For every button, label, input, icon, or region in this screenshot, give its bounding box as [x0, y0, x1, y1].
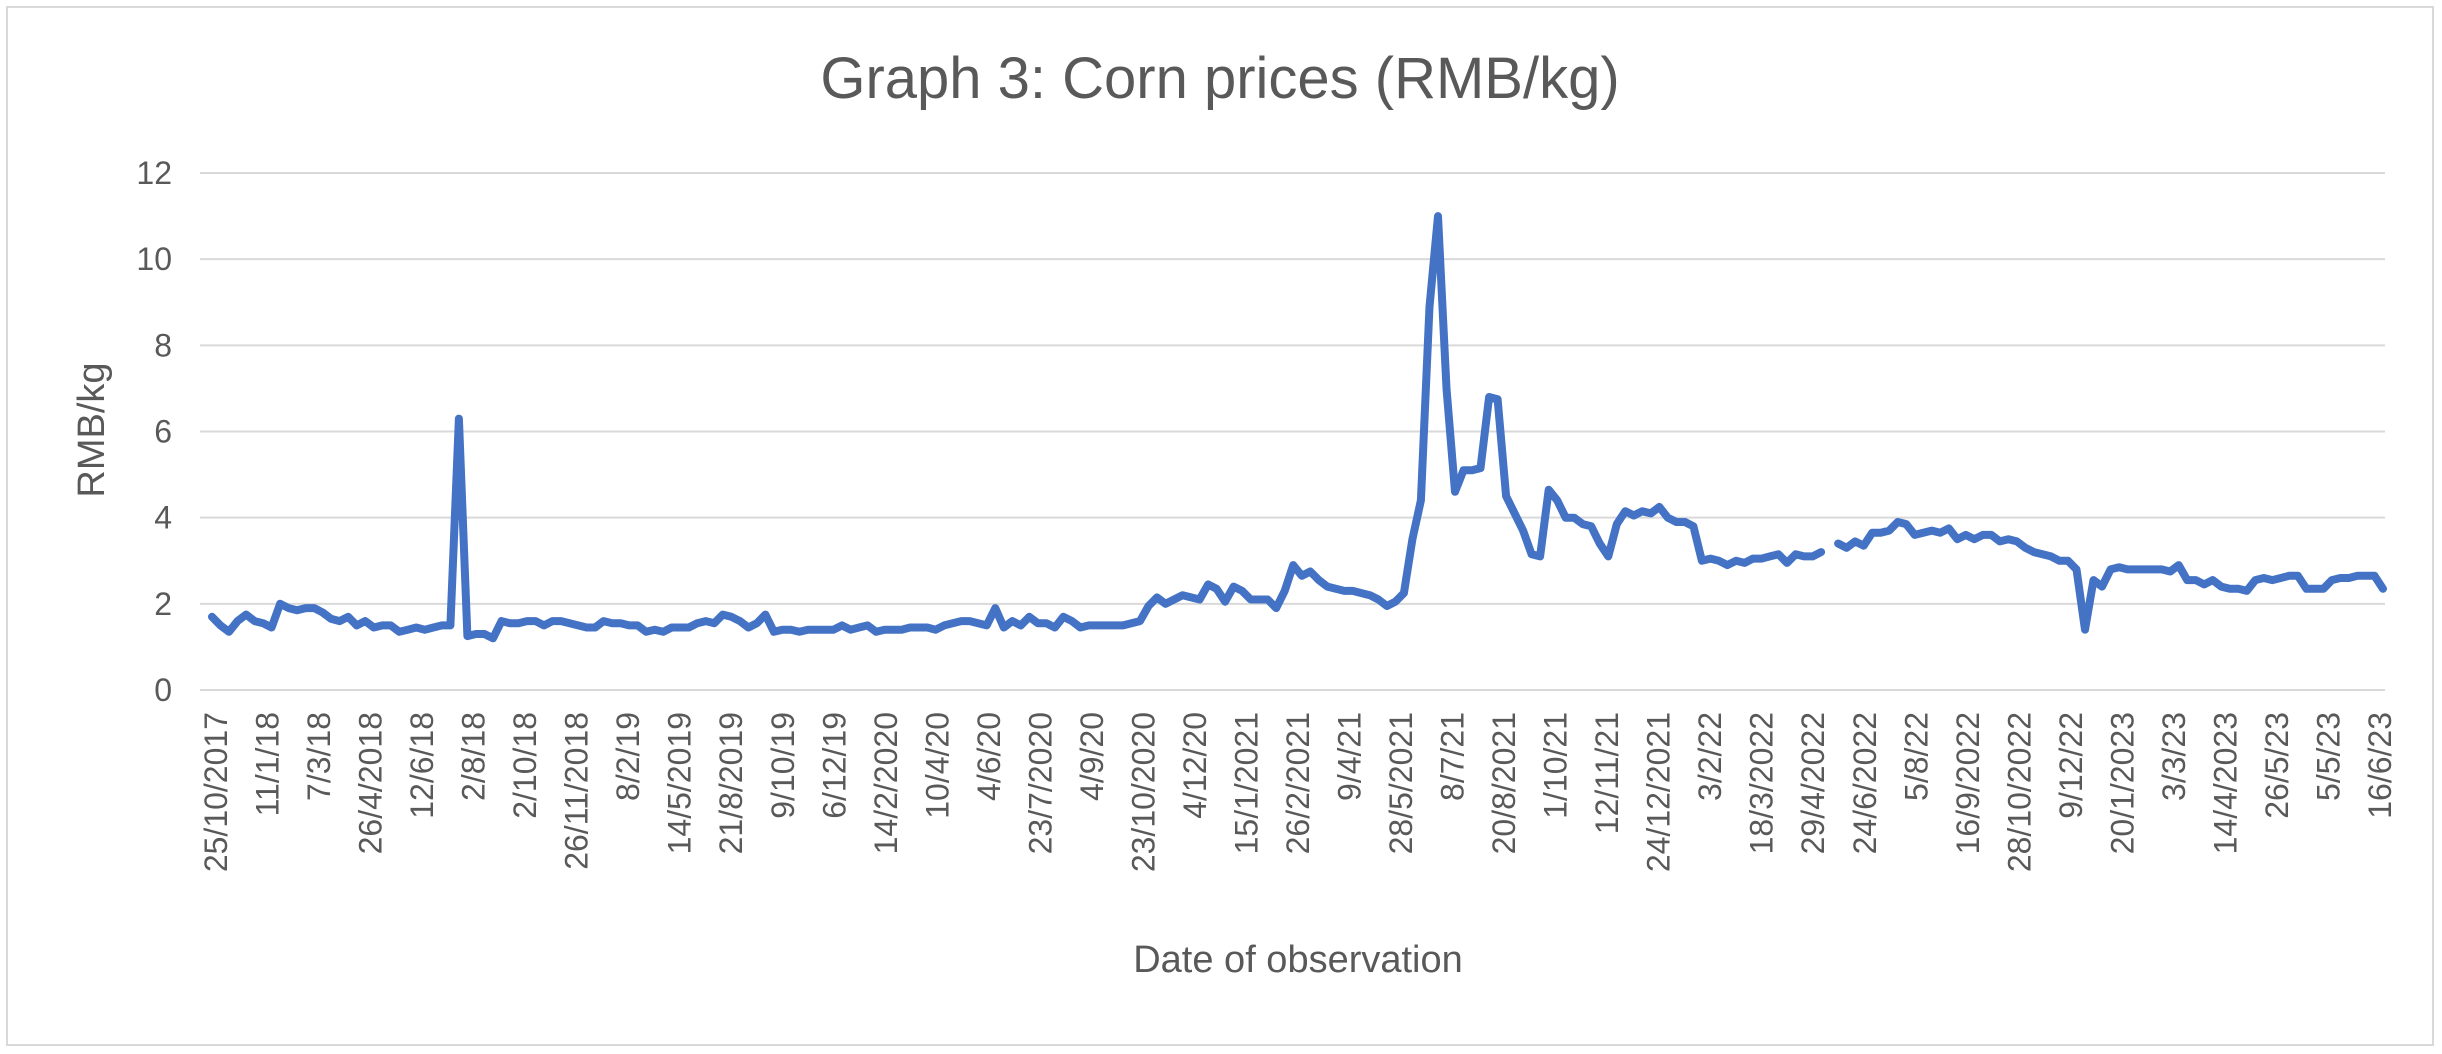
x-tick-label: 20/8/2021 [1486, 712, 1522, 854]
x-axis-ticks: 25/10/2017 11/1/18 7/3/18 26/4/2018 12/6/18 2… [198, 712, 2398, 872]
x-tick-label: 25/10/2017 [198, 712, 234, 872]
gridlines [200, 172, 2385, 691]
x-tick-label: 23/10/2020 [1125, 712, 1161, 872]
y-axis-ticks: 0 2 4 6 8 10 12 [136, 155, 172, 708]
x-tick-label: 3/2/22 [1692, 712, 1728, 801]
y-axis-label: RMB/kg [71, 362, 113, 497]
x-tick-label: 21/8/2019 [713, 712, 749, 854]
x-tick-label: 8/7/21 [1435, 712, 1471, 801]
x-tick-label: 26/11/2018 [559, 712, 595, 870]
y-tick-label: 8 [154, 327, 172, 363]
x-tick-label: 26/2/2021 [1280, 712, 1316, 854]
chart-frame [6, 6, 2434, 1046]
x-tick-label: 4/6/20 [971, 712, 1007, 801]
x-tick-label: 7/3/18 [301, 712, 337, 801]
x-tick-label: 16/9/2022 [1950, 712, 1986, 854]
y-tick-label: 10 [136, 241, 172, 277]
x-tick-label: 14/4/2023 [2207, 712, 2243, 854]
y-tick-label: 2 [154, 586, 172, 622]
x-tick-label: 2/8/18 [456, 712, 492, 801]
x-tick-label: 28/10/2022 [2001, 712, 2037, 872]
x-tick-label: 12/6/18 [404, 712, 440, 819]
x-tick-label: 24/12/2021 [1641, 712, 1677, 872]
x-tick-label: 26/5/23 [2259, 712, 2295, 819]
x-tick-label: 24/6/2022 [1847, 712, 1883, 854]
x-tick-label: 4/12/20 [1177, 712, 1213, 819]
x-tick-label: 6/12/19 [816, 712, 852, 819]
x-tick-label: 5/8/22 [1898, 712, 1934, 801]
x-tick-label: 14/5/2019 [662, 712, 698, 854]
y-tick-label: 4 [154, 500, 172, 536]
x-tick-label: 8/2/19 [610, 712, 646, 801]
x-tick-label: 9/12/22 [2053, 712, 2089, 819]
x-tick-label: 11/1/18 [250, 712, 286, 816]
series-line [208, 212, 2387, 643]
x-tick-label: 15/1/2021 [1228, 712, 1264, 854]
x-tick-label: 28/5/2021 [1383, 712, 1419, 854]
x-tick-label: 26/4/2018 [353, 712, 389, 854]
x-tick-label: 9/10/19 [765, 712, 801, 819]
x-tick-label: 9/4/21 [1332, 712, 1368, 801]
x-tick-label: 4/9/20 [1074, 712, 1110, 801]
x-axis-label: Date of observation [1133, 939, 1463, 981]
y-tick-label: 0 [154, 672, 172, 708]
x-tick-label: 14/2/2020 [868, 712, 904, 854]
x-tick-label: 18/3/2022 [1744, 712, 1780, 854]
x-tick-label: 16/6/23 [2362, 712, 2398, 819]
x-tick-label: 5/5/23 [2310, 712, 2346, 801]
series-layer [208, 212, 2387, 643]
x-tick-label: 1/10/21 [1538, 712, 1574, 819]
y-tick-label: 12 [136, 155, 172, 191]
chart-title: Graph 3: Corn prices (RMB/kg) [820, 46, 1619, 111]
x-tick-label: 2/10/18 [507, 712, 543, 819]
x-tick-label: 3/3/23 [2156, 712, 2192, 801]
x-tick-label: 29/4/2022 [1795, 712, 1831, 854]
y-tick-label: 6 [154, 414, 172, 450]
x-tick-label: 12/11/21 [1589, 712, 1625, 834]
x-tick-label: 23/7/2020 [1022, 712, 1058, 854]
x-tick-label: 20/1/2023 [2104, 712, 2140, 854]
x-tick-label: 10/4/20 [919, 712, 955, 819]
